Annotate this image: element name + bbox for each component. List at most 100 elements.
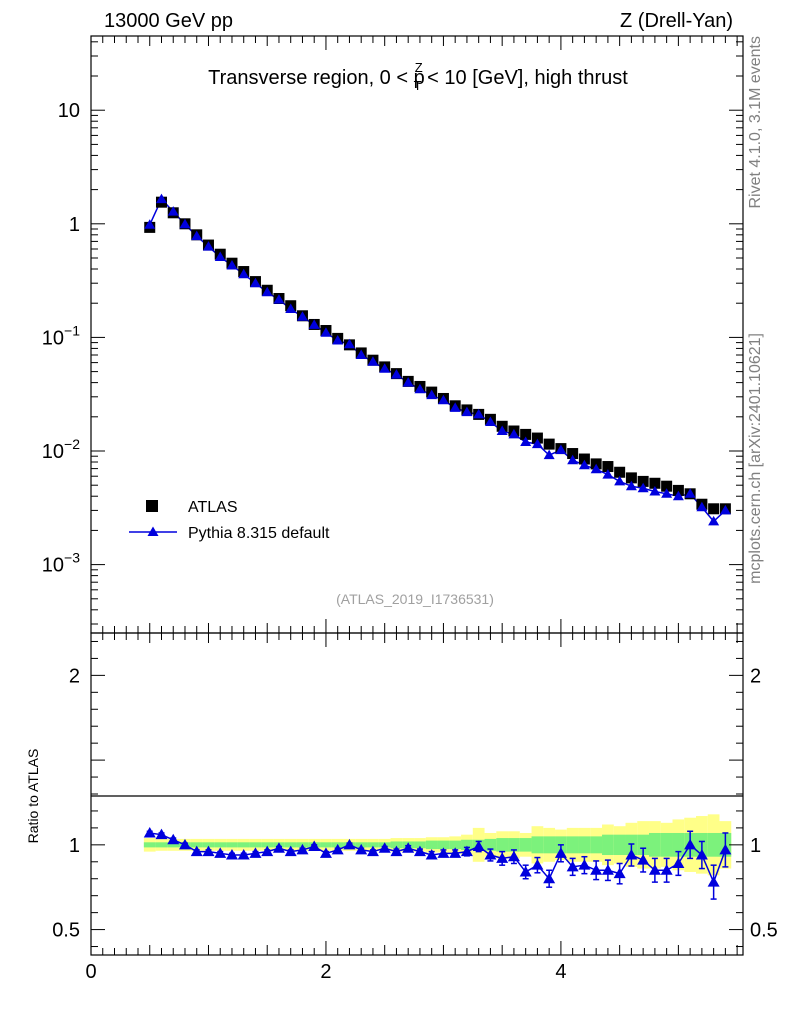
pythia-ratio-point <box>272 842 285 853</box>
legend-marker-atlas <box>146 500 158 512</box>
pythia-ratio-point <box>190 845 203 857</box>
atlas-band-inner <box>167 842 180 848</box>
atlas-point <box>567 448 579 460</box>
pythia-point <box>684 488 696 498</box>
atlas-band-inner <box>531 836 544 854</box>
pythia-ratio-point <box>613 867 626 879</box>
pythia-point <box>578 459 590 470</box>
atlas-band-inner <box>190 842 203 848</box>
title-sup: Z <box>415 60 423 75</box>
pythia-ratio-point <box>167 833 180 845</box>
rivet-label: Rivet 4.1.0, 3.1M events <box>747 36 764 209</box>
atlas-band-inner <box>249 842 262 848</box>
ratio-ytick-label-right: 0.5 <box>750 920 778 942</box>
pythia-ratio-point <box>308 840 321 852</box>
pythia-point <box>484 416 496 427</box>
atlas-band-inner <box>155 842 168 848</box>
atlas-point <box>520 428 532 440</box>
pythia-ratio-point <box>684 838 697 850</box>
main-ytick-label: 10−1 <box>42 322 80 349</box>
pythia-point <box>614 475 626 486</box>
pythia-ratio-point <box>413 845 426 857</box>
main-ytick-exp: −3 <box>64 550 80 566</box>
pythia-point <box>672 490 684 501</box>
pythia-point <box>426 389 438 400</box>
pythia-point <box>449 402 461 412</box>
pythia-ratio-point <box>707 876 720 887</box>
pythia-ratio-point <box>648 864 661 875</box>
pythia-point <box>379 363 391 373</box>
atlas-point <box>672 484 684 496</box>
pythia-ratio-point <box>625 849 638 860</box>
pythia-ratio-point <box>484 849 497 860</box>
ratio-ylabel: Ratio to ATLAS <box>25 749 41 844</box>
legend-label-pythia: Pythia 8.315 default <box>188 525 330 542</box>
pythia-ratio-point <box>284 845 297 857</box>
atlas-band-inner <box>484 838 497 851</box>
pythia-ratio-point <box>425 849 438 860</box>
title-text-before: Transverse region, 0 < p <box>208 67 425 89</box>
pythia-point <box>202 241 214 251</box>
pythia-point <box>332 334 344 345</box>
pythia-ratio-point <box>554 847 567 858</box>
mcplots-label: mcplots.cern.ch [arXiv:2401.10621] <box>747 333 764 584</box>
pythia-ratio-point <box>472 840 485 852</box>
pythia-point <box>625 480 637 491</box>
atlas-point <box>649 477 661 489</box>
pythia-point <box>167 206 179 216</box>
pythia-ratio-point <box>296 843 309 855</box>
pythia-ratio-point <box>590 864 603 875</box>
pythia-ratio-point <box>155 828 168 840</box>
pythia-point <box>355 349 367 360</box>
atlas-band-inner <box>143 842 156 848</box>
pythia-point <box>508 428 520 439</box>
header-left: 13000 GeV pp <box>104 10 233 32</box>
pythia-ratio-point <box>460 845 473 857</box>
pythia-point <box>461 406 473 417</box>
pythia-ratio-point <box>531 859 544 870</box>
pythia-point <box>320 327 332 337</box>
ratio-panel: 2 2 1 1 0.5 0.5 0 2 4 Ratio to ATLAS <box>25 632 778 983</box>
pythia-point <box>414 383 426 394</box>
pythia-point <box>214 251 226 262</box>
pythia-point <box>261 286 273 297</box>
main-ytick-exp: −1 <box>64 322 80 338</box>
atlas-band-inner <box>496 838 509 852</box>
atlas-band-inner <box>237 842 250 848</box>
atlas-point <box>543 438 555 450</box>
pythia-point <box>437 394 449 405</box>
pythia-ratio-point <box>366 845 379 857</box>
ratio-xtick-label: 4 <box>555 961 566 983</box>
atlas-band-inner <box>226 842 238 848</box>
main-title: Transverse region, 0 < pZ T < 10 [GeV], h… <box>208 60 628 93</box>
legend-label-atlas: ATLAS <box>188 499 238 516</box>
ratio-ytick-label-right: 1 <box>750 835 761 857</box>
pythia-point <box>661 488 673 498</box>
ratio-ytick-label-left: 1 <box>69 835 80 857</box>
main-ytick-base: 10 <box>42 327 64 349</box>
pythia-point <box>285 303 297 313</box>
pythia-point <box>602 469 614 479</box>
atlas-band-inner <box>284 842 297 848</box>
pythia-point <box>520 436 532 447</box>
atlas-band-inner <box>613 834 626 856</box>
atlas-band-inner <box>390 841 403 849</box>
atlas-point <box>661 480 673 492</box>
atlas-band-inner <box>202 842 215 848</box>
pythia-point <box>590 463 602 474</box>
main-ytick-label: 10 <box>58 100 80 122</box>
pythia-ratio-point <box>578 859 591 870</box>
pythia-point <box>367 356 379 366</box>
pythia-ratio-point <box>202 845 215 857</box>
pythia-point <box>238 268 250 279</box>
pythia-point <box>567 454 579 465</box>
pythia-ratio-point <box>225 849 238 860</box>
pythia-point <box>649 486 661 496</box>
pythia-ratio-point <box>437 847 450 858</box>
atlas-band-inner <box>602 834 614 856</box>
main-ytick-base: 10 <box>42 555 64 577</box>
atlas-point <box>708 503 720 515</box>
pythia-point <box>226 259 238 270</box>
pythia-ratio-point <box>319 847 332 858</box>
ratio-ytick-label-left: 0.5 <box>52 920 80 942</box>
